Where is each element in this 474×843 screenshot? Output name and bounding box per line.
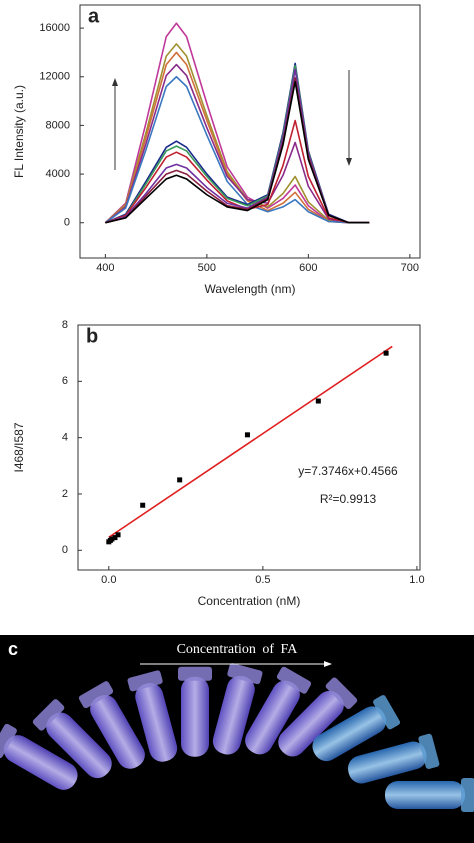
tube-cap bbox=[461, 778, 474, 812]
tube-body bbox=[90, 694, 145, 769]
tube-body bbox=[46, 712, 112, 779]
tube-body bbox=[212, 675, 255, 755]
y-tick-label: 8 bbox=[62, 319, 68, 331]
tube-cap bbox=[276, 666, 312, 694]
spectrum-line bbox=[105, 80, 370, 224]
tube-body bbox=[245, 680, 300, 755]
tube-body bbox=[181, 676, 209, 757]
spectrum-line bbox=[104, 75, 370, 224]
panel-label: b bbox=[86, 325, 98, 347]
fit-annotation: y=7.3746x+0.4566 bbox=[298, 464, 398, 478]
y-tick-label: 4000 bbox=[46, 168, 70, 180]
x-tick-label: 500 bbox=[198, 262, 216, 274]
data-point bbox=[109, 536, 115, 542]
tube bbox=[312, 695, 401, 762]
y-tick-label: 0 bbox=[62, 544, 68, 556]
fit-line bbox=[108, 345, 393, 538]
tube-cap bbox=[127, 670, 163, 692]
y-axis-label: FL Intensity (a.u.) bbox=[12, 85, 26, 178]
tube-cap bbox=[227, 663, 263, 685]
tube-body bbox=[3, 735, 78, 790]
spectrum-line bbox=[104, 63, 370, 224]
tube bbox=[385, 778, 474, 812]
y-tick-label: 2 bbox=[62, 488, 68, 500]
x-axis-label: Wavelength (nm) bbox=[205, 282, 296, 296]
tube bbox=[245, 666, 312, 755]
tube-cap bbox=[0, 723, 17, 759]
tube bbox=[178, 666, 212, 757]
x-axis-label: Concentration (nM) bbox=[198, 594, 301, 608]
y-tick-label: 8000 bbox=[46, 119, 70, 131]
x-tick-label: 0.5 bbox=[255, 574, 270, 586]
panel-label: c bbox=[8, 639, 18, 659]
data-point bbox=[140, 502, 146, 508]
plot-frame bbox=[77, 324, 421, 571]
tube-cap bbox=[78, 681, 114, 709]
tube bbox=[212, 663, 263, 755]
y-tick-label: 0 bbox=[64, 217, 70, 229]
tube-cap bbox=[325, 677, 358, 709]
spectrum-line bbox=[104, 22, 370, 224]
tube-body bbox=[385, 781, 465, 809]
photo-caption: Concentration of FA bbox=[177, 642, 299, 657]
y-tick-label: 4 bbox=[62, 432, 68, 444]
tube bbox=[278, 677, 358, 757]
fit-annotation: R²=0.9913 bbox=[320, 492, 377, 506]
plot-frame bbox=[79, 4, 421, 259]
tubes bbox=[0, 663, 474, 812]
data-point bbox=[177, 477, 183, 483]
tube-body bbox=[347, 741, 427, 784]
y-tick-label: 16000 bbox=[39, 22, 70, 34]
data-point bbox=[244, 432, 250, 438]
tube-cap bbox=[178, 666, 212, 681]
x-tick-label: 1.0 bbox=[409, 574, 424, 586]
spectrum-line bbox=[104, 43, 370, 224]
y-tick-label: 6 bbox=[62, 375, 68, 387]
tube bbox=[78, 681, 145, 769]
y-tick-label: 12000 bbox=[39, 71, 70, 83]
x-tick-label: 0.0 bbox=[101, 574, 116, 586]
tube-cap bbox=[373, 695, 401, 730]
tube-cap bbox=[32, 699, 65, 731]
data-point bbox=[315, 398, 321, 404]
tube-cap bbox=[418, 733, 440, 769]
tube bbox=[0, 723, 78, 790]
tube-body bbox=[278, 690, 344, 757]
y-axis-label: I468/I587 bbox=[12, 422, 26, 472]
tube-body bbox=[135, 683, 178, 762]
panel-label: a bbox=[88, 5, 100, 27]
tube bbox=[127, 670, 178, 762]
tube bbox=[347, 733, 440, 784]
x-tick-label: 700 bbox=[401, 262, 419, 274]
tube-body bbox=[312, 706, 387, 762]
data-point bbox=[383, 350, 389, 356]
x-tick-label: 600 bbox=[299, 262, 317, 274]
data-point bbox=[115, 532, 121, 538]
tube bbox=[32, 699, 112, 779]
data-point bbox=[112, 535, 118, 541]
x-tick-label: 400 bbox=[96, 262, 114, 274]
